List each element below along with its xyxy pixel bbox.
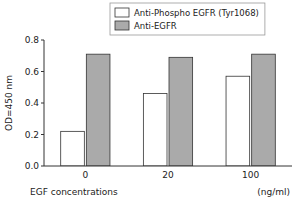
y-axis-label: OD=450 nm: [4, 75, 14, 131]
x-tick-label: 0: [82, 170, 88, 180]
y-tick: [41, 166, 44, 167]
x-axis-line: [44, 166, 292, 167]
y-tick-label: 0.8: [25, 35, 40, 45]
y-tick: [41, 40, 44, 41]
y-tick-label: 0.0: [25, 161, 40, 171]
bars: [61, 54, 276, 166]
x-axis-label: EGF concentrations: [30, 187, 118, 197]
x-tick-label: 20: [162, 170, 174, 180]
legend-box: [110, 3, 265, 35]
bar: [252, 54, 276, 166]
y-tick: [41, 71, 44, 72]
y-tick: [41, 103, 44, 104]
bar: [169, 57, 193, 166]
legend-swatch: [115, 8, 129, 17]
legend-swatch: [115, 21, 129, 30]
legend-label: Anti-Phospho EGFR (Tyr1068): [134, 8, 259, 18]
chart-svg: 0.0 0.2 0.4 0.6 0.8 0 20 100 OD=450 nm EGF concen…: [0, 0, 300, 200]
y-tick-label: 0.2: [25, 130, 39, 140]
legend-label: Anti-EGFR: [134, 21, 177, 31]
y-tick: [41, 134, 44, 135]
y-tick-label: 0.6: [25, 67, 40, 77]
chart-container: 0.0 0.2 0.4 0.6 0.8 0 20 100 OD=450 nm EGF concen…: [0, 0, 300, 200]
bar: [226, 76, 250, 166]
bar: [61, 131, 85, 166]
bar: [143, 94, 167, 166]
bar: [86, 54, 110, 166]
legend: Anti-Phospho EGFR (Tyr1068) Anti-EGFR: [110, 3, 265, 35]
y-tick-label: 0.4: [25, 98, 40, 108]
x-axis-unit: (ng/ml): [257, 187, 290, 197]
x-tick-label: 100: [242, 170, 259, 180]
